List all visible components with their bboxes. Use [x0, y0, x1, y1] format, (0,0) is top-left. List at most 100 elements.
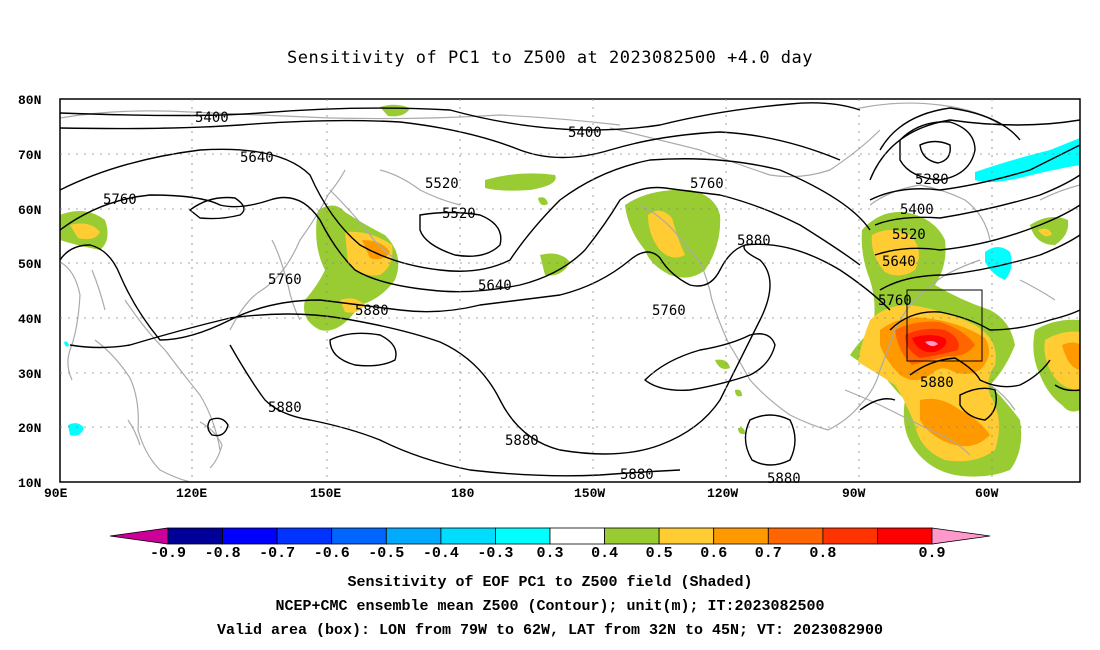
colorbar-tick-label: 0.9: [918, 545, 945, 562]
shade-orange: [1062, 342, 1080, 370]
z500-contours: [60, 102, 1080, 477]
colorbar: -0.9 -0.8 -0.7 -0.6 -0.5 -0.4 -0.3 0.3 0.4 0.5 0.6…: [109, 527, 991, 562]
colorbar-tick-label: 0.3: [536, 545, 563, 562]
lat-tick-label: 20N: [18, 421, 41, 436]
colorbar-cell: [767, 527, 824, 545]
colorbar-cell: [494, 527, 551, 545]
contour-label: 5640: [240, 150, 274, 166]
shade-green: [538, 197, 548, 206]
colorbar-cell: [549, 527, 605, 545]
colorbar-cell: [331, 527, 387, 545]
footer-shading-description: Sensitivity of EOF PC1 to Z500 field (Sh…: [347, 574, 753, 591]
lon-axis: 90E 120E 150E 180 150W 120W 90W 60W: [44, 486, 999, 501]
contour-label: 5520: [442, 206, 476, 222]
contour-label: 5520: [425, 176, 459, 192]
contour-label: 5520: [892, 227, 926, 243]
lat-axis: 80N 70N 60N 50N 40N 30N 20N 10N: [18, 93, 41, 491]
shade-yellow: [70, 223, 100, 240]
shade-green: [735, 389, 742, 397]
colorbar-cell: [822, 527, 878, 545]
lon-tick-label: 60W: [975, 486, 999, 501]
shade-cyan: [975, 138, 1080, 183]
contour-label: 5880: [268, 400, 302, 416]
shade-cyan: [68, 423, 84, 436]
contour-label: 5400: [900, 202, 934, 218]
colorbar-cell: [877, 527, 933, 545]
shade-cyan: [985, 247, 1012, 280]
shade-yellow: [1038, 228, 1052, 237]
lat-tick-label: 70N: [18, 148, 41, 163]
colorbar-cell: [167, 527, 223, 545]
contour-label: 5880: [355, 303, 389, 319]
footer-valid-area: Valid area (box): LON from 79W to 62W, L…: [216, 622, 884, 639]
lat-tick-label: 80N: [18, 93, 41, 108]
map-frame: [59, 98, 1081, 483]
shade-green: [738, 427, 745, 435]
lat-tick-label: 40N: [18, 312, 41, 327]
lat-tick-label: 10N: [18, 476, 41, 491]
colorbar-tick-label: -0.3: [477, 545, 513, 562]
footer-contour-description: NCEP+CMC ensemble mean Z500 (Contour); u…: [275, 598, 825, 615]
contour-label: 5760: [690, 176, 724, 192]
contour-label: 5880: [620, 467, 654, 483]
sensitivity-shading: [60, 104, 1080, 477]
contour-labels: 5400 5400 5640 5520 5520 5760 5760 5280 …: [103, 110, 954, 487]
colorbar-tick-label: -0.5: [368, 545, 404, 562]
shade-green: [540, 253, 570, 276]
shade-orange: [920, 398, 990, 447]
contour-label: 5640: [478, 278, 512, 294]
colorbar-cell: [713, 527, 769, 545]
colorbar-tick-label: -0.6: [314, 545, 350, 562]
lon-tick-label: 180: [451, 486, 475, 501]
colorbar-cell: [222, 527, 278, 545]
contour-label: 5760: [103, 192, 137, 208]
shade-pink: [925, 340, 938, 347]
lon-tick-label: 150E: [310, 486, 341, 501]
colorbar-tick-label: 0.5: [646, 545, 673, 562]
colorbar-cell: [658, 527, 715, 545]
colorbar-tick-label: 0.6: [700, 545, 727, 562]
colorbar-cell: [440, 527, 496, 545]
colorbar-tick-label: 0.4: [591, 545, 618, 562]
lon-tick-label: 120E: [176, 486, 207, 501]
lon-tick-label: 150W: [574, 486, 605, 501]
contour-label: 5880: [920, 375, 954, 391]
colorbar-tick-label: 0.7: [755, 545, 782, 562]
contour-label: 5760: [652, 303, 686, 319]
lon-tick-label: 90E: [44, 486, 68, 501]
contour-label: 5640: [882, 254, 916, 270]
contour-label: 5880: [505, 433, 539, 449]
shade-yellow: [648, 210, 685, 258]
colorbar-low-extend: [109, 527, 169, 545]
contour-label: 5400: [195, 110, 229, 126]
lon-tick-label: 90W: [842, 486, 866, 501]
shade-green: [715, 359, 730, 369]
coastlines: [60, 102, 1080, 482]
colorbar-tick-label: -0.9: [150, 545, 186, 562]
contour-label: 5400: [568, 125, 602, 141]
shade-yellow: [871, 230, 919, 276]
contour-label: 5880: [767, 471, 801, 487]
graticule: [60, 99, 1080, 482]
page-title: Sensitivity of PC1 to Z500 at 2023082500…: [286, 48, 813, 68]
valid-area-box: [906, 289, 983, 362]
colorbar-tick-label: 0.8: [809, 545, 836, 562]
colorbar-tick-label: -0.4: [423, 545, 459, 562]
shade-cyan: [64, 341, 69, 347]
colorbar-cell: [276, 527, 333, 545]
colorbar-tick-label: -0.7: [259, 545, 295, 562]
lon-tick-label: 120W: [707, 486, 738, 501]
shade-green: [380, 104, 410, 117]
shade-green: [485, 173, 556, 191]
shade-yellow: [340, 298, 365, 313]
contour-label: 5760: [268, 272, 302, 288]
colorbar-cell: [385, 527, 442, 545]
lat-tick-label: 60N: [18, 203, 41, 218]
lat-tick-label: 50N: [18, 257, 41, 272]
contour-label: 5760: [878, 293, 912, 309]
lat-tick-label: 30N: [18, 367, 41, 382]
colorbar-high-extend: [931, 527, 991, 545]
colorbar-tick-label: -0.8: [205, 545, 241, 562]
shade-orange: [362, 240, 390, 260]
